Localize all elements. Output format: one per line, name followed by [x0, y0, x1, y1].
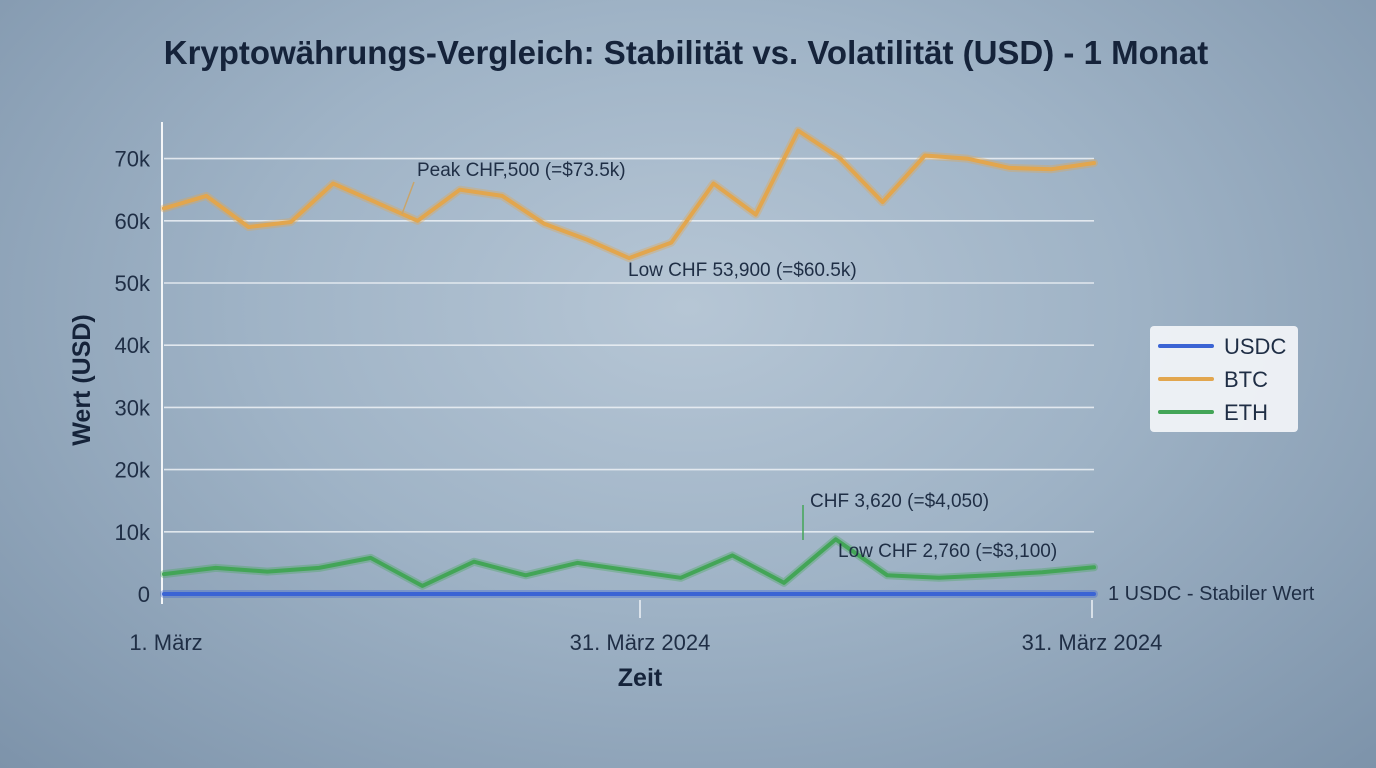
x-tick-label-end: 31. März 2024: [1022, 630, 1163, 655]
series-glow-btc: [160, 126, 1098, 263]
chart-title: Kryptowährungs-Vergleich: Stabilität vs.…: [164, 34, 1209, 71]
x-tick-label-start: 1. März: [129, 630, 202, 655]
legend-label-usdc: USDC: [1224, 334, 1286, 359]
y-tick-label-70k: 70k: [115, 147, 151, 172]
y-tick-label-60k: 60k: [115, 209, 151, 234]
annotation-btc-peak: Peak CHF,500 (=$73.5k): [417, 160, 626, 181]
annotation-eth-peak: CHF 3,620 (=$4,050): [810, 491, 989, 512]
legend: USDC BTC ETH: [1150, 326, 1298, 432]
legend-label-eth: ETH: [1224, 400, 1268, 425]
x-tick-label-mid: 31. März 2024: [570, 630, 711, 655]
legend-box: [1150, 326, 1298, 432]
y-tick-label-20k: 20k: [115, 458, 151, 483]
gridlines: [164, 157, 1094, 533]
y-tick-label-40k: 40k: [115, 333, 151, 358]
y-axis-title: Wert (USD): [68, 314, 96, 445]
series-line-eth: [162, 537, 1096, 588]
annotation-btc-low: Low CHF 53,900 (=$60.5k): [628, 260, 857, 281]
series-line-btc: [162, 128, 1096, 261]
y-tick-label-0: 0: [138, 582, 150, 607]
y-tick-label-50k: 50k: [115, 271, 151, 296]
annotation-usdc-stable: 1 USDC - Stabiler Wert: [1108, 583, 1315, 605]
legend-label-btc: BTC: [1224, 367, 1268, 392]
annotation-eth-low: Low CHF 2,760 (=$3,100): [838, 541, 1057, 562]
y-tick-label-10k: 10k: [115, 520, 151, 545]
y-axis-ticks: 0 10k 20k 30k 40k 50k 60k 70k: [115, 147, 151, 607]
y-tick-label-30k: 30k: [115, 395, 151, 420]
annotation-leader-btc-peak: [401, 181, 415, 215]
series-lines: [160, 126, 1098, 598]
x-axis-title: Zeit: [618, 664, 663, 692]
